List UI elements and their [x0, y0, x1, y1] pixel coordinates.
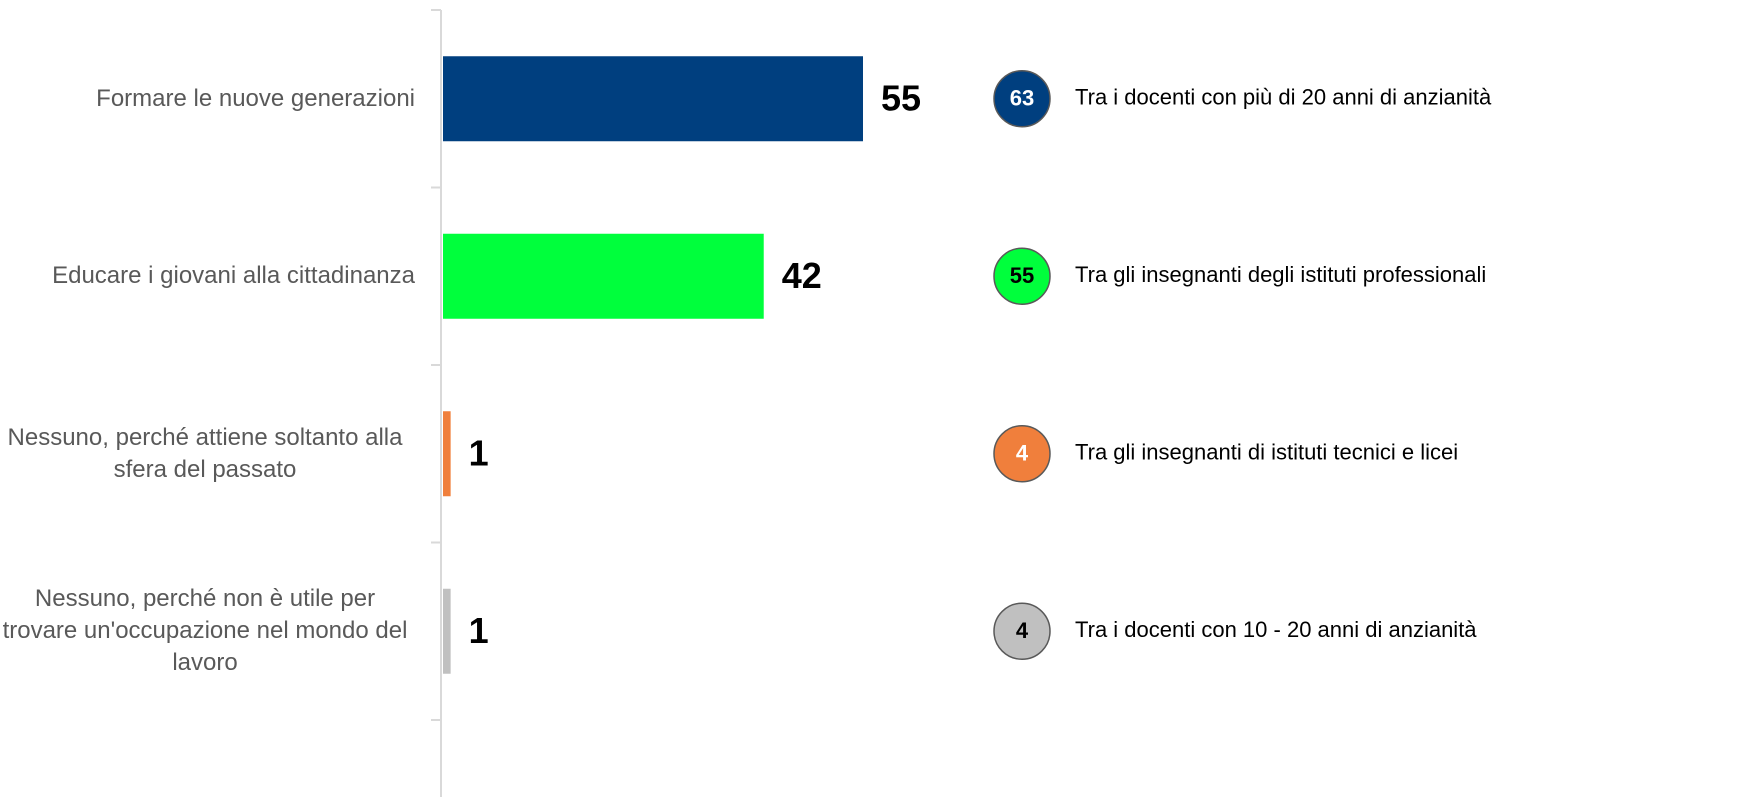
data-label: 42 — [782, 255, 822, 296]
data-label: 55 — [881, 77, 921, 118]
annotation-text: Tra gli insegnanti degli istituti profes… — [1075, 262, 1486, 287]
bar — [443, 56, 863, 142]
category-text: Nessuno, perché non è utile per trovare … — [2, 585, 408, 677]
category-text: Educare i giovani alla cittadinanza — [52, 262, 415, 290]
data-label: 1 — [469, 432, 489, 473]
annotation-circle — [993, 70, 1051, 128]
category-label: Nessuno, perché non è utile per trovare … — [0, 571, 415, 691]
category-label: Educare i giovani alla cittadinanza — [0, 216, 415, 336]
bar — [443, 233, 764, 319]
annotation-text: Tra i docenti con più di 20 anni di anzi… — [1075, 85, 1492, 110]
category-text: Nessuno, perché attiene soltanto alla sf… — [7, 423, 403, 483]
annotation-value: 4 — [1016, 441, 1029, 466]
annotation-value: 55 — [1010, 263, 1034, 288]
annotation-circle — [993, 602, 1051, 660]
annotation-text: Tra gli insegnanti di istituti tecnici e… — [1075, 440, 1458, 465]
data-label: 1 — [469, 610, 489, 651]
annotation-value: 63 — [1010, 86, 1034, 111]
annotation-value: 4 — [1016, 618, 1029, 643]
annotation-circle — [993, 425, 1051, 483]
category-label: Formare le nuove generazioni — [0, 39, 415, 159]
bar — [443, 411, 451, 497]
category-label: Nessuno, perché attiene soltanto alla sf… — [0, 394, 415, 514]
annotation-circle — [993, 247, 1051, 305]
bar — [443, 588, 451, 674]
category-text: Formare le nuove generazioni — [96, 84, 415, 112]
annotation-text: Tra i docenti con 10 - 20 anni di anzian… — [1075, 617, 1477, 642]
